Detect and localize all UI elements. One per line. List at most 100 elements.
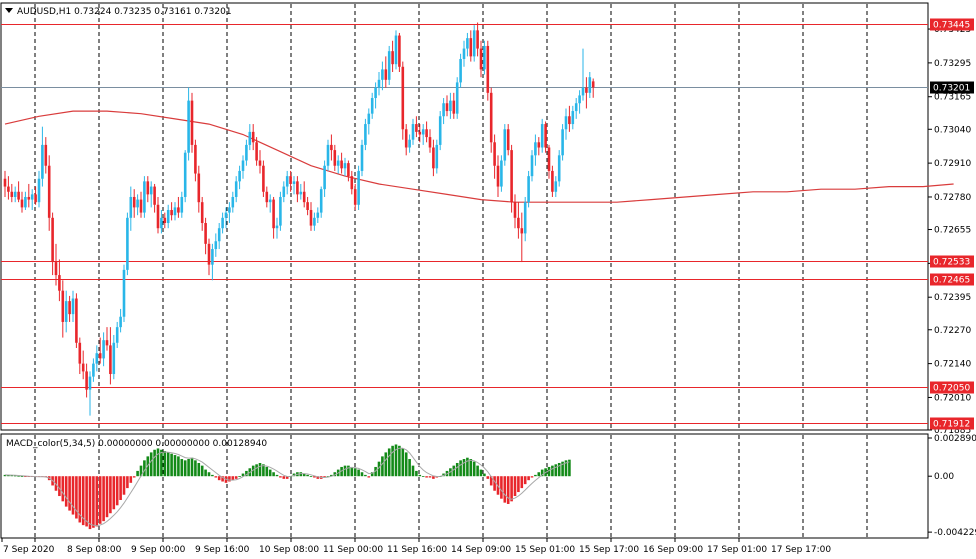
macd-bar [350,466,354,477]
candle-body [370,98,374,114]
collapse-arrow-icon[interactable] [5,8,13,13]
candle-body [561,129,564,156]
candle-body [132,196,136,208]
current-price-tag [930,81,974,94]
candle-body [544,124,547,148]
candles[interactable] [3,22,595,416]
macd-bar [13,475,17,477]
macd-bar [166,452,170,477]
macd-bar [20,476,24,478]
time-tick-label: 15 Sep 01:00 [515,545,575,555]
candle-body [170,209,173,216]
candle-body [523,202,527,234]
candle-body [228,207,231,213]
macd-bar [282,476,286,479]
macd-histogram [3,444,571,530]
candle-body [299,191,303,195]
macd-bar [187,459,190,477]
horizontal-levels[interactable] [1,24,928,424]
macd-bar [153,449,156,477]
time-tick-label: 11 Sep 00:00 [323,545,383,555]
candle-body [194,144,197,174]
candle-body [554,181,558,192]
candle-body [221,217,224,229]
macd-bar [238,476,241,478]
macd-bar [10,475,14,477]
macd-bar [309,476,313,478]
macd-bar [71,476,75,515]
chart-frame [0,2,929,539]
macd-bar [401,448,405,477]
candle-body [513,202,517,218]
candle-body [489,92,493,143]
candle-body [129,196,133,218]
macd-bar [81,476,85,526]
candle-body [306,202,309,210]
candle-body [557,155,561,182]
macd-bar [231,476,235,481]
macd-bar [554,464,558,477]
candle-body [204,223,207,244]
indicator-pane-border [0,433,929,539]
macd-bar [129,476,133,483]
candle-body [340,160,343,169]
macd-bar [122,476,126,495]
candle-body [88,376,92,390]
candle-body [224,212,228,218]
candle-body [326,144,330,166]
macd-bar [364,474,367,477]
candle-body [483,45,486,70]
candle-body [333,150,337,166]
macd-bar [275,474,279,477]
macd-bar [234,476,238,479]
macd-bar [78,476,82,523]
level-tag-label: 0.72050 [933,384,970,394]
candle-body [163,217,167,224]
macd-bar [483,473,486,477]
candle-body [292,181,296,184]
indicator-axis: 0.00289054 0.00 -0.00422926 [928,434,976,538]
candle-body [452,100,456,114]
candle-body [160,217,163,229]
macd-bar [200,465,204,477]
candle-body [353,189,357,205]
level-tag [930,255,974,268]
macd-bar [211,474,214,477]
candle-body [51,217,54,263]
candle-body [47,165,51,218]
macd-bar [527,476,530,481]
macd-bar [17,475,20,477]
candle-body [248,131,252,145]
macd-bar [272,472,275,477]
macd-bar [476,465,479,477]
macd-bar [415,470,418,477]
candle-body [112,342,116,375]
macd-bar [119,476,122,501]
candle-body [336,160,340,166]
candle-body [479,48,483,70]
candle-body [374,87,377,99]
macd-bar [143,460,146,477]
price-tick-label: 0.72780 [934,193,971,203]
macd-bar [506,476,510,504]
macd-bar [194,460,197,477]
candle-body [377,79,381,88]
symbol-header: AUDUSD,H1 0.73224 0.73235 0.73161 0.7320… [17,7,232,17]
macd-bar [68,476,71,511]
candle-body [391,51,394,65]
candle-body [173,207,177,216]
macd-bar [561,461,564,477]
candle-body [143,181,146,213]
candle-body [71,298,75,315]
macd-bar [95,476,99,527]
candle-body [367,113,371,125]
candle-body [3,178,7,187]
price-tick-label: 0.72270 [934,326,971,336]
candle-body [153,186,156,205]
price-tick-label: 0.73295 [934,59,971,69]
macd-bar [279,476,282,478]
ma-line [4,110,954,203]
candle-body [139,199,143,213]
candle-body [527,176,530,203]
candle-body [476,30,479,49]
